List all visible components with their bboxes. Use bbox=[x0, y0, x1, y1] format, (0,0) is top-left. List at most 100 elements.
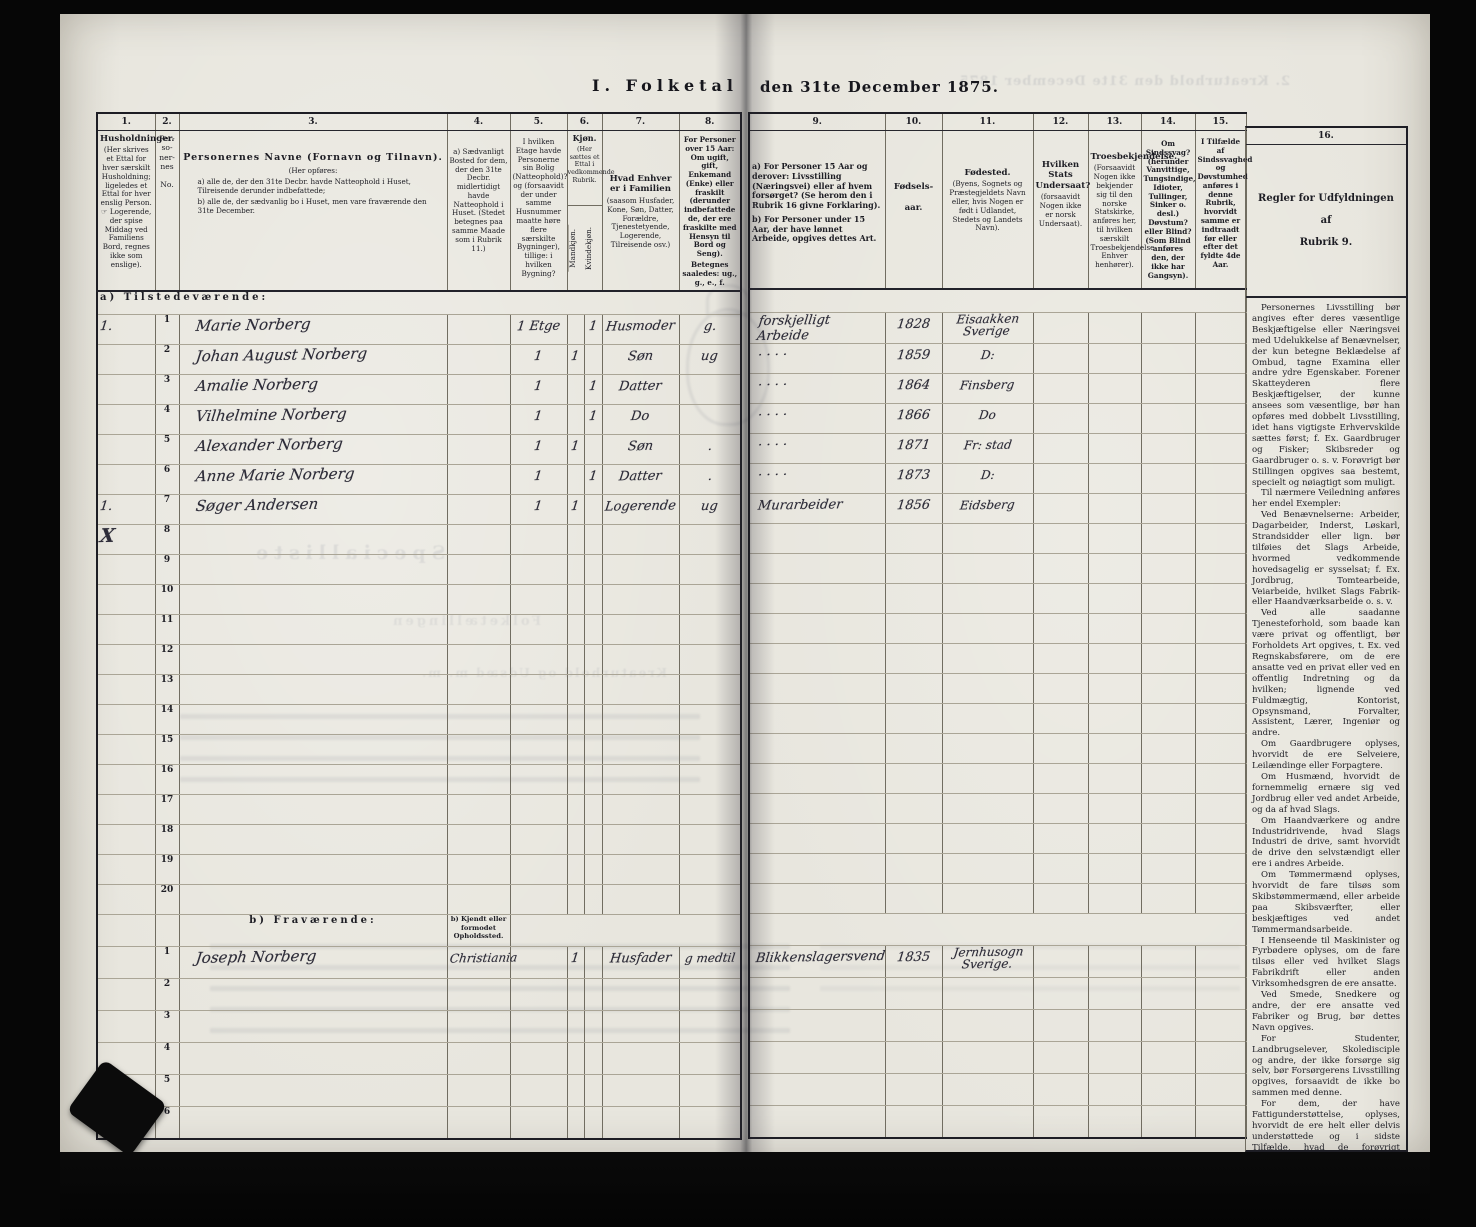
cell-household bbox=[97, 946, 156, 980]
table-row: 13 bbox=[97, 674, 742, 706]
cell-person-no: 6 bbox=[155, 1106, 180, 1140]
cell-name bbox=[179, 704, 448, 736]
present-persons-rows: 1. 1 Marie Norberg 1 Etge 1 Husmoder g. … bbox=[97, 314, 742, 916]
table-row bbox=[749, 673, 1247, 704]
cell-family-position bbox=[602, 644, 680, 676]
cell-disability-onset bbox=[1195, 1073, 1247, 1106]
col-no: 9. bbox=[749, 113, 886, 131]
section-b-row: b) Fraværende: b) Kjendt eller formodet … bbox=[97, 914, 742, 948]
cell-usual-residence bbox=[447, 404, 511, 436]
cell-disability-onset bbox=[1195, 945, 1247, 978]
cell-birth-year bbox=[885, 823, 943, 854]
cell-household bbox=[97, 764, 156, 796]
cell-floor bbox=[510, 884, 568, 916]
cell-person-no: 17 bbox=[155, 794, 180, 826]
cell-disability bbox=[1141, 673, 1196, 704]
cell-female bbox=[584, 946, 603, 980]
book-pages: 2. Kreaturhold den 31te December 1875 Sp… bbox=[60, 14, 1476, 1164]
cell-usual-residence bbox=[447, 704, 511, 736]
cell-birthplace: Finsberg bbox=[942, 373, 1034, 404]
cell-religion bbox=[1088, 853, 1142, 884]
cell-household bbox=[97, 614, 156, 646]
cell-family-position: Husmoder bbox=[602, 314, 680, 346]
scan-border-bottom bbox=[0, 1152, 1476, 1227]
cell-female bbox=[584, 614, 603, 646]
cell-citizenship bbox=[1033, 1105, 1089, 1138]
cell-person-no: 16 bbox=[155, 764, 180, 796]
col-no: 12. bbox=[1033, 113, 1089, 131]
cell-disability-onset bbox=[1195, 703, 1247, 734]
cell-floor bbox=[510, 554, 568, 586]
census-table-left: 1. 2. 3. 4. 5. 6. 7. 8. Husholdninger. (… bbox=[96, 112, 742, 1140]
cell-household bbox=[97, 674, 156, 706]
cell-usual-residence bbox=[447, 794, 511, 826]
cell-name: Marie Norberg bbox=[179, 314, 448, 346]
cell-floor bbox=[510, 1074, 568, 1108]
cell-male bbox=[567, 614, 585, 646]
cell-birth-year bbox=[885, 703, 943, 734]
cell-birth-year bbox=[885, 793, 943, 824]
cell-usual-residence bbox=[447, 314, 511, 346]
rules-paragraph: Til nærmere Veiledning anføres her endel… bbox=[1252, 488, 1400, 510]
cell-name bbox=[179, 978, 448, 1012]
cell-floor bbox=[510, 734, 568, 766]
col-header-disabilities: Om Sindssvag? (herunder Vanvittige, Tung… bbox=[1141, 130, 1196, 290]
cell-citizenship bbox=[1033, 823, 1089, 854]
cell-disability bbox=[1141, 312, 1196, 344]
scan-border-right bbox=[1430, 0, 1476, 1227]
table-row bbox=[749, 823, 1247, 854]
cell-household bbox=[97, 854, 156, 886]
cell-person-no: 3 bbox=[155, 1010, 180, 1044]
cell-religion bbox=[1088, 793, 1142, 824]
cell-birthplace bbox=[942, 553, 1034, 584]
cell-household bbox=[97, 794, 156, 826]
col-header-households: Husholdninger. (Her skrives et Ettal for… bbox=[97, 130, 174, 293]
cell-floor bbox=[510, 978, 568, 1012]
cell-citizenship bbox=[1033, 493, 1089, 524]
col-no: 2. bbox=[155, 113, 180, 131]
cell-citizenship bbox=[1033, 523, 1089, 554]
cell-person-no: 13 bbox=[155, 674, 180, 706]
cell-floor bbox=[510, 584, 568, 616]
section-b-row bbox=[749, 913, 1247, 946]
absent-persons-rows: 1 Joseph Norberg Christiania 1 Husfader … bbox=[97, 946, 742, 1140]
cell-birth-year bbox=[885, 1073, 943, 1106]
table-row: 6 Anne Marie Norberg 1 1 Datter . bbox=[97, 465, 742, 496]
cell-person-no: 2 bbox=[155, 978, 180, 1012]
cell-disability-onset bbox=[1195, 883, 1247, 914]
cell-usual-residence bbox=[447, 554, 511, 586]
page-title-left: I. Folketal bbox=[592, 76, 738, 95]
column-header-row: a) For Personer 15 Aar og derover: Livss… bbox=[749, 130, 1252, 290]
cell-female bbox=[584, 554, 603, 586]
cell-birthplace bbox=[942, 523, 1034, 554]
cell-religion bbox=[1088, 643, 1142, 674]
cell-family-position bbox=[602, 584, 680, 616]
cell-birth-year bbox=[885, 853, 943, 884]
cell-birthplace bbox=[942, 583, 1034, 614]
cell-birthplace: Eidsberg bbox=[942, 493, 1034, 524]
cell-male bbox=[567, 674, 585, 706]
cell-family-position bbox=[602, 734, 680, 766]
cell-disability-onset bbox=[1195, 763, 1247, 794]
col-no: 5. bbox=[510, 113, 568, 131]
cell-birthplace bbox=[942, 1041, 1034, 1074]
cell-family-position bbox=[602, 794, 680, 826]
col-header-rules: Regler for Udfyldningen af Rubrik 9. bbox=[1246, 145, 1406, 298]
col-header-religion: Troesbekjendelse. (Forsaavidt Nogen ikke… bbox=[1088, 130, 1177, 290]
cell-person-no: 5 bbox=[155, 434, 180, 466]
cell-birthplace bbox=[942, 1105, 1034, 1138]
cell-household: 1. bbox=[97, 494, 156, 526]
cell-floor bbox=[510, 704, 568, 736]
cell-male bbox=[567, 524, 585, 556]
section-b-label: b) Fraværende: bbox=[179, 914, 448, 948]
col-header-male: Mandkjøn. bbox=[567, 224, 585, 272]
cell-religion bbox=[1088, 763, 1142, 794]
cell-religion bbox=[1088, 1041, 1142, 1074]
cell-female bbox=[584, 734, 603, 766]
cell-household bbox=[97, 404, 156, 436]
cell-birth-year: 1866 bbox=[885, 403, 943, 434]
table-row bbox=[749, 977, 1247, 1010]
cell-citizenship bbox=[1033, 763, 1089, 794]
cell-female bbox=[584, 824, 603, 856]
cell-religion bbox=[1088, 553, 1142, 584]
